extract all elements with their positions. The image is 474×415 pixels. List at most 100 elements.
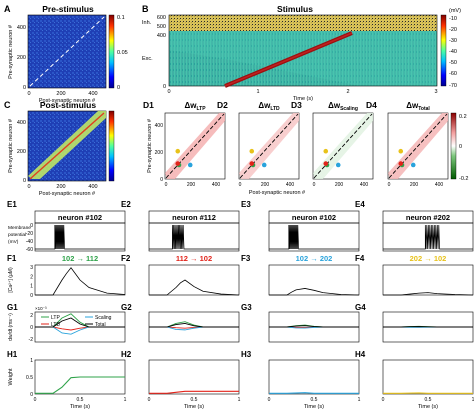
inhibitory-raster	[169, 15, 437, 31]
e-frame	[382, 222, 474, 252]
panel-letter-g2: G2	[121, 303, 132, 312]
panel-f2-title: 112 → 102	[176, 254, 212, 263]
cbar-b-tick-0: -10	[449, 16, 457, 22]
h-frame	[268, 359, 360, 395]
d-xtick: 400	[286, 182, 295, 188]
dwdt-trace-total	[269, 325, 359, 328]
calcium-trace	[35, 267, 126, 296]
panel-e4: E4 neuron #202	[355, 200, 474, 252]
panel-d3-title: ΔwScaling	[328, 101, 358, 112]
panel-e1: E1 neuron #102 0 -20 -40 -60 Membranepotential…	[7, 200, 126, 253]
d-ytick: 200	[155, 150, 164, 156]
panel-letter-f1: F1	[7, 254, 17, 263]
panel-e1-title: neuron #102	[58, 213, 102, 222]
d-title-sub: LTP	[196, 106, 206, 112]
d-xtick: 400	[360, 182, 369, 188]
d-title-main: Δw	[184, 101, 197, 110]
a-xtick-2: 400	[88, 91, 97, 97]
diagonal-reference-line	[239, 113, 299, 179]
panel-d4: D4 ΔwTotal 0 200 400	[366, 100, 449, 188]
h-xtick: 0	[148, 397, 151, 403]
a-xtick-0: 0	[27, 91, 30, 97]
neuron-pair-marker	[323, 148, 329, 154]
h-ytick: 0.5	[26, 375, 33, 381]
cbar-b-tick-6: -70	[449, 83, 457, 89]
h-frame	[148, 359, 240, 395]
legend-label: LTD	[51, 322, 60, 328]
excitatory-raster	[169, 31, 437, 86]
panel-letter-d2: D2	[217, 100, 228, 110]
c-ytick-1: 200	[17, 149, 26, 155]
panel-letter-f2: F2	[121, 254, 131, 263]
panel-g4: G4	[355, 303, 474, 343]
h-xtick: 0.5	[311, 397, 318, 403]
neuron-pair-marker	[335, 162, 341, 168]
b-xtick-3: 3	[434, 89, 437, 95]
e-ytick: -40	[26, 239, 33, 245]
cbar-b-tick-5: -60	[449, 71, 457, 77]
panel-letter-h2: H2	[121, 350, 132, 359]
neuron-pair-marker	[398, 161, 404, 166]
panel-e2-title: neuron #112	[172, 213, 216, 222]
dwdt-trace-total	[149, 322, 239, 328]
panel-h2: H2 0 0.5 1 Time (s)	[121, 350, 241, 410]
calcium-trace	[149, 279, 240, 296]
h-xtick: 0.5	[77, 397, 84, 403]
h-ytick: 1	[30, 358, 33, 364]
panel-letter-a: A	[4, 4, 11, 14]
neuron-pair-marker	[187, 162, 193, 168]
f-ylabel: [Ca²⁺] (μM)	[8, 267, 14, 293]
panel-letter-f3: F3	[241, 254, 251, 263]
f-ytick: 1	[30, 284, 33, 290]
neuron-pair-marker	[323, 161, 329, 166]
h-xtick: 0	[34, 397, 37, 403]
panel-h1: H1 0 0.5 1 Time (s) 1 0.5 0 Weight	[7, 350, 127, 410]
d-xtick: 200	[335, 182, 344, 188]
panel-letter-f4: F4	[355, 254, 365, 263]
panel-g3: G3	[241, 303, 360, 343]
c-xtick-1: 200	[56, 184, 65, 190]
panel-e3-title: neuron #102	[292, 213, 336, 222]
neuron-pair-marker	[175, 148, 181, 154]
d-ylabel: Pre-synaptic neuron #	[147, 118, 153, 173]
d-title-main: Δw	[406, 101, 419, 110]
panel-letter-d3: D3	[291, 100, 302, 110]
d-xtick: 200	[187, 182, 196, 188]
panel-letter-d4: D4	[366, 100, 377, 110]
panel-e2: E2 neuron #112	[121, 200, 240, 252]
b-xlabel: Time (s)	[293, 96, 313, 102]
panel-h4: H4 0 0.5 1 Time (s)	[355, 350, 474, 410]
d-xtick: 0	[388, 182, 391, 188]
b-xtick-0: 0	[167, 89, 170, 95]
membrane-potential-trace	[149, 224, 239, 250]
h-frame	[382, 359, 474, 395]
h-xtick: 1	[124, 397, 127, 403]
h-xtick: 0.5	[425, 397, 432, 403]
panel-e3: E3 neuron #102	[241, 200, 360, 252]
panel-letter-e3: E3	[241, 200, 251, 209]
d-title-main: Δw	[258, 101, 271, 110]
c-ytick-2: 400	[17, 120, 26, 126]
cbar-b-unit: (mV)	[449, 8, 461, 14]
neuron-pair-marker	[410, 162, 416, 168]
d-xtick: 0	[239, 182, 242, 188]
f-ytick: 3	[30, 265, 33, 271]
f-frame	[34, 264, 126, 296]
panel-letter-e1: E1	[7, 200, 17, 209]
panel-d3: D3 ΔwScaling 0 200 400	[291, 100, 374, 188]
d-title-sub: Total	[418, 106, 430, 112]
neuron-pair-marker	[398, 148, 404, 154]
f-frame	[382, 264, 474, 296]
colorbar-b	[440, 14, 447, 87]
g-exponent-label: ×10⁻³	[35, 306, 47, 311]
panel-a-title: Pre-stimulus	[42, 4, 94, 14]
a-ytick-0: 0	[23, 85, 26, 91]
calcium-trace	[269, 288, 360, 296]
a-ylabel: Pre-synaptic neuron #	[8, 24, 14, 79]
panel-d1: D1 ΔwLTP 00 200 200 400 400	[143, 100, 226, 188]
panel-d2-title: ΔwLTD	[258, 101, 280, 112]
c-xtick-0: 0	[27, 184, 30, 190]
